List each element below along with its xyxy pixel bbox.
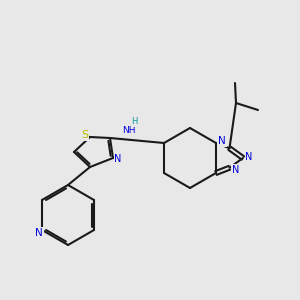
Text: NH: NH xyxy=(122,126,135,135)
Text: N: N xyxy=(218,136,226,146)
Text: S: S xyxy=(81,130,88,140)
Text: N: N xyxy=(114,154,122,164)
Text: H: H xyxy=(131,117,138,126)
Text: N: N xyxy=(245,152,253,162)
Text: N: N xyxy=(35,228,43,238)
Text: N: N xyxy=(232,165,239,175)
